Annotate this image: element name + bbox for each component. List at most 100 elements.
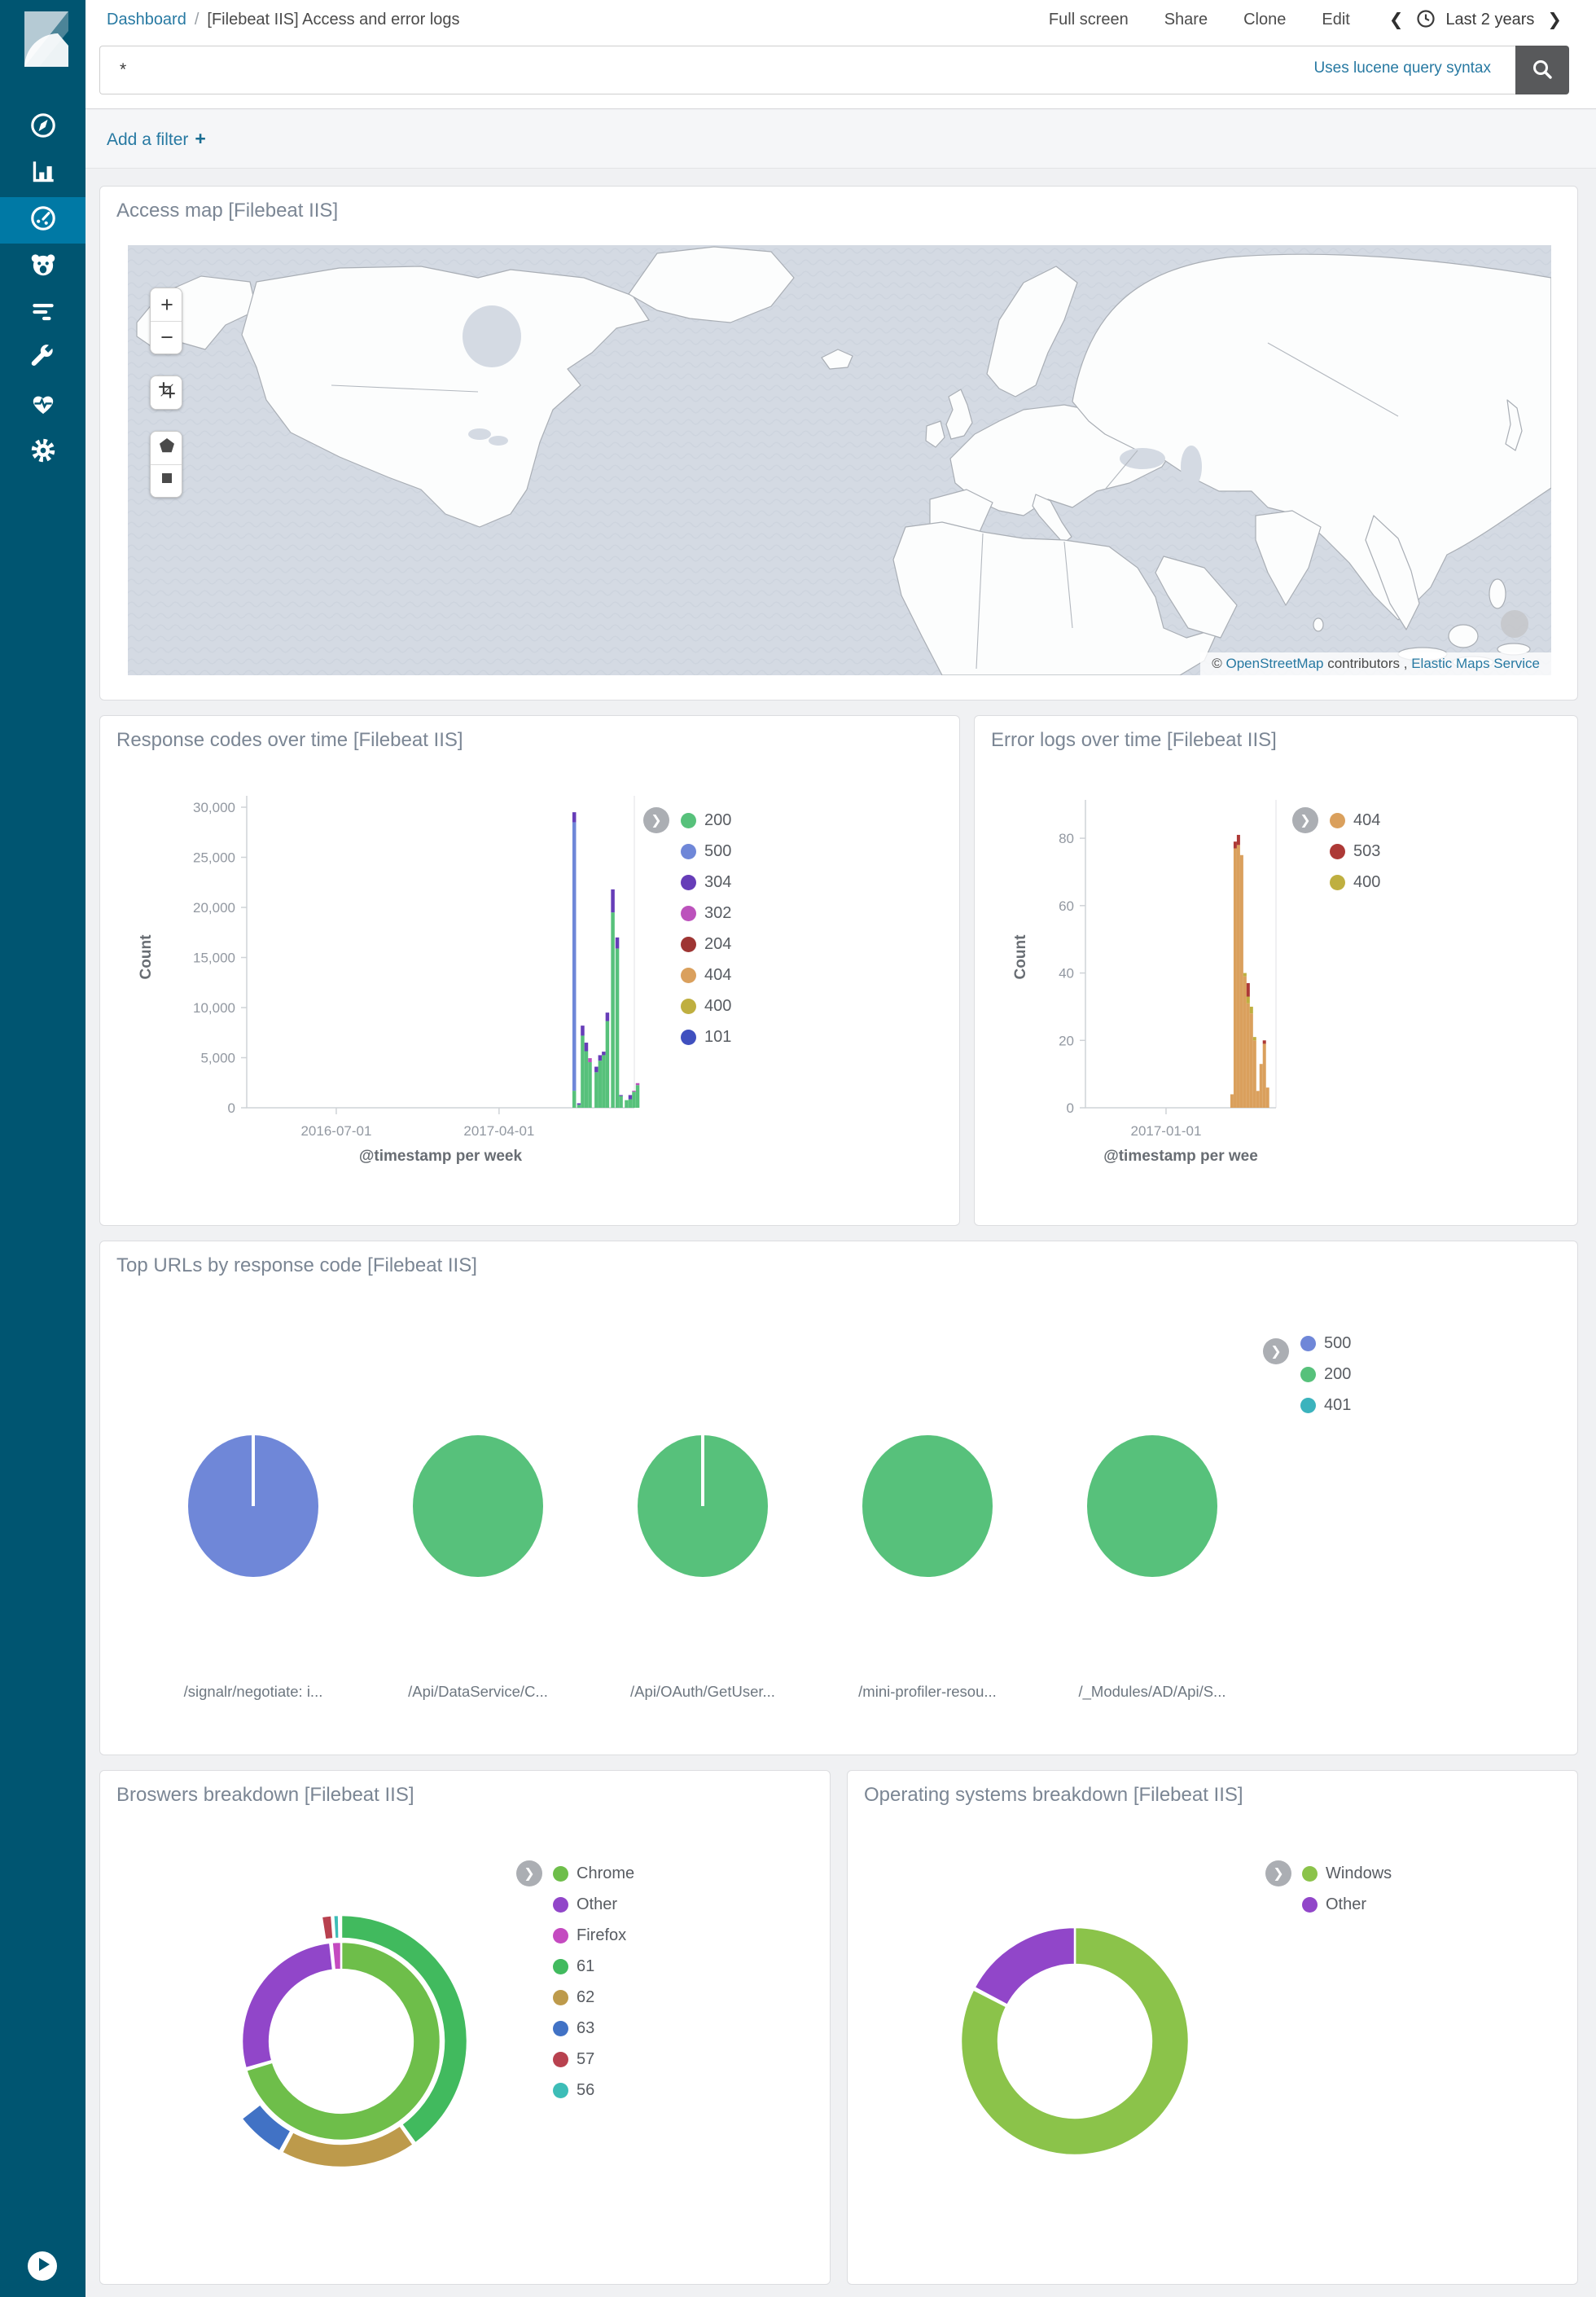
- add-filter-link[interactable]: Add a filter +: [107, 128, 206, 149]
- legend-swatch-icon: [681, 1029, 696, 1045]
- legend-swatch-icon: [553, 1989, 568, 2005]
- legend-item[interactable]: 56: [553, 2075, 634, 2106]
- legend-collapse-icon[interactable]: [643, 807, 669, 833]
- legend-item[interactable]: 101: [681, 1021, 731, 1052]
- plus-icon: +: [195, 128, 206, 149]
- legend-item[interactable]: 200: [681, 805, 731, 836]
- osm-link[interactable]: OpenStreetMap: [1226, 656, 1324, 671]
- sidebar-item-dashboard[interactable]: [0, 197, 86, 244]
- legend-item[interactable]: 401: [1300, 1390, 1351, 1421]
- legend-swatch-icon: [681, 998, 696, 1014]
- sidebar-item-visualize[interactable]: [0, 151, 86, 197]
- edit-button[interactable]: Edit: [1322, 10, 1350, 29]
- legend-label: 500: [704, 841, 732, 860]
- legend-label: 400: [704, 996, 732, 1015]
- legend-item[interactable]: 400: [681, 990, 731, 1021]
- pie-label: /Api/DataService/C...: [408, 1683, 548, 1700]
- chart-legend: 500 200 401: [1300, 1328, 1351, 1421]
- legend-label: 204: [704, 934, 732, 953]
- world-map[interactable]: + −: [128, 245, 1551, 675]
- map-zoom-out-button[interactable]: −: [151, 321, 182, 354]
- polygon-icon: [157, 436, 177, 461]
- legend-swatch-icon: [553, 2020, 568, 2036]
- panel-top-urls: Top URLs by response code [Filebeat IIS]…: [99, 1241, 1578, 1755]
- legend-item[interactable]: 404: [681, 960, 731, 990]
- legend-label: 63: [577, 2018, 595, 2037]
- sidebar-item-monitoring[interactable]: [0, 383, 86, 429]
- legend-item[interactable]: 302: [681, 898, 731, 929]
- top-urls-pies[interactable]: [100, 1241, 1577, 1755]
- legend-item[interactable]: Other: [1302, 1889, 1392, 1920]
- svg-text:40: 40: [1059, 966, 1074, 982]
- svg-text:2017-04-01: 2017-04-01: [463, 1123, 534, 1139]
- legend-item[interactable]: 62: [553, 1982, 634, 2013]
- search-button[interactable]: [1515, 46, 1569, 94]
- map-zoom-in-button[interactable]: +: [151, 288, 182, 321]
- legend-swatch-icon: [553, 1865, 568, 1882]
- map-draw-rectangle-button[interactable]: [151, 464, 182, 497]
- legend-item[interactable]: 400: [1330, 867, 1380, 898]
- sidebar-item-management[interactable]: [0, 429, 86, 476]
- legend-item[interactable]: 404: [1330, 805, 1380, 836]
- legend-item[interactable]: Windows: [1302, 1858, 1392, 1889]
- svg-text:Count: Count: [138, 934, 155, 980]
- time-range-label[interactable]: Last 2 years: [1445, 10, 1535, 29]
- legend-swatch-icon: [553, 1896, 568, 1913]
- legend-collapse-icon[interactable]: [1265, 1860, 1291, 1886]
- legend-label: 56: [577, 2080, 595, 2099]
- panel-response-codes: Response codes over time [Filebeat IIS] …: [99, 715, 960, 1226]
- legend-label: Other: [1326, 1895, 1367, 1913]
- legend-item[interactable]: 304: [681, 867, 731, 898]
- legend-swatch-icon: [1330, 843, 1345, 859]
- pie-label: /Api/OAuth/GetUser...: [630, 1683, 775, 1700]
- kibana-logo-icon[interactable]: [0, 0, 86, 86]
- legend-item[interactable]: Firefox: [553, 1920, 634, 1951]
- time-forward-icon[interactable]: ❯: [1547, 10, 1562, 29]
- legend-collapse-icon[interactable]: [1263, 1338, 1289, 1364]
- play-icon: [28, 2250, 57, 2283]
- legend-swatch-icon: [681, 843, 696, 859]
- sidebar-expand-button[interactable]: [28, 2251, 57, 2281]
- full-screen-button[interactable]: Full screen: [1048, 10, 1129, 29]
- ems-link[interactable]: Elastic Maps Service: [1411, 656, 1540, 671]
- map-draw-polygon-button[interactable]: [151, 432, 182, 464]
- crop-icon: [156, 380, 178, 406]
- map-fit-data-button[interactable]: [151, 376, 182, 409]
- legend-collapse-icon[interactable]: [1292, 807, 1318, 833]
- error-logs-chart[interactable]: 0 20 40 60 80 2017-01-01 Count @timestamp per w…: [975, 716, 1577, 1225]
- legend-item[interactable]: 63: [553, 2013, 634, 2044]
- legend-item[interactable]: Chrome: [553, 1858, 634, 1889]
- panel-title: Operating systems breakdown [Filebeat II…: [864, 1784, 1243, 1806]
- svg-text:Count: Count: [1012, 934, 1029, 980]
- legend-label: 304: [704, 872, 732, 891]
- legend-item[interactable]: 204: [681, 929, 731, 960]
- sidebar-item-discover[interactable]: [0, 104, 86, 151]
- legend-item[interactable]: Other: [553, 1889, 634, 1920]
- clone-button[interactable]: Clone: [1243, 10, 1287, 29]
- breadcrumb-separator: /: [194, 10, 200, 29]
- map-attribution: © OpenStreetMap contributors , Elastic M…: [1200, 652, 1551, 675]
- breadcrumb-dashboard-link[interactable]: Dashboard: [107, 10, 186, 29]
- sidebar-item-logs[interactable]: [0, 290, 86, 336]
- browsers-donut-chart[interactable]: [100, 1771, 830, 2284]
- sidebar-item-timelion[interactable]: [0, 244, 86, 290]
- legend-swatch-icon: [1300, 1335, 1316, 1351]
- legend-item[interactable]: 61: [553, 1951, 634, 1982]
- chart-legend: 200 500 304 302 204 404 400 101: [681, 805, 731, 1052]
- search-input[interactable]: [99, 46, 1515, 94]
- lucene-syntax-link[interactable]: Uses lucene query syntax: [1313, 59, 1491, 77]
- os-donut-chart[interactable]: [848, 1771, 1577, 2284]
- time-back-icon[interactable]: ❮: [1388, 10, 1404, 29]
- legend-item[interactable]: 57: [553, 2044, 634, 2075]
- filter-bar: Add a filter +: [86, 110, 1596, 169]
- legend-collapse-icon[interactable]: [516, 1860, 542, 1886]
- legend-item[interactable]: 200: [1300, 1359, 1351, 1390]
- legend-item[interactable]: 500: [1300, 1328, 1351, 1359]
- legend-label: 500: [1324, 1333, 1352, 1352]
- share-button[interactable]: Share: [1164, 10, 1208, 29]
- legend-item[interactable]: 503: [1330, 836, 1380, 867]
- response-codes-chart[interactable]: 0 5,000 10,000 15,000 20,000 25,000 30,000 2016…: [100, 716, 959, 1225]
- legend-item[interactable]: 500: [681, 836, 731, 867]
- sidebar-item-dev-tools[interactable]: [0, 336, 86, 383]
- map-attribution-toggle[interactable]: [1501, 610, 1528, 638]
